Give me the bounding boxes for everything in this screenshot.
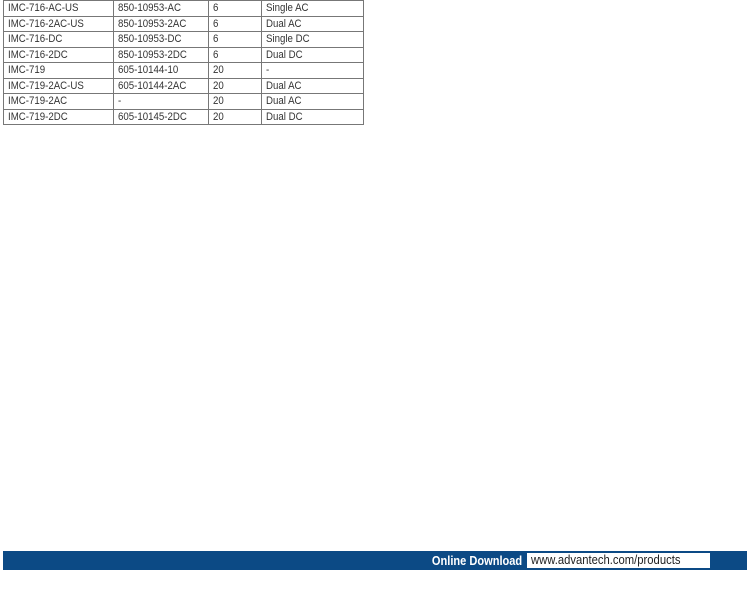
part-number-cell: 850-10953-2AC	[112, 15, 209, 32]
power-cell: Single AC	[261, 0, 364, 17]
online-download-label: Online Download	[431, 553, 522, 568]
cell-text: 20	[212, 79, 224, 92]
download-url-link[interactable]: www.advantech.com/products	[527, 553, 710, 568]
model-cell: IMC-719	[3, 62, 114, 79]
model-cell: IMC-716-AC-US	[3, 0, 114, 17]
ports-cell: 6	[207, 46, 263, 63]
power-cell: Dual AC	[261, 93, 364, 110]
table-row: IMC-716-DC 850-10953-DC 6 Single DC	[3, 31, 364, 48]
power-cell: Single DC	[261, 31, 364, 48]
cell-text: 605-10144-2AC	[117, 79, 187, 92]
model-cell: IMC-716-2AC-US	[3, 15, 114, 32]
ports-cell: 20	[207, 77, 263, 94]
power-cell: Dual AC	[261, 15, 364, 32]
ports-cell: 20	[207, 108, 263, 125]
ports-cell: 20	[207, 93, 263, 110]
cell-text: Dual DC	[266, 48, 303, 61]
cell-text: IMC-719-2AC-US	[8, 79, 84, 92]
cell-text: Single AC	[266, 2, 309, 15]
power-cell: Dual DC	[261, 46, 364, 63]
cell-text: 20	[212, 95, 224, 108]
cell-text: IMC-719-2AC	[8, 95, 68, 108]
online-download-banner: Online Download www.advantech.com/produc…	[3, 551, 747, 570]
cell-text: IMC-716-DC	[8, 33, 63, 46]
cell-text: 850-10953-2AC	[117, 17, 187, 30]
model-cell: IMC-719-2AC	[3, 93, 114, 110]
ports-cell: 20	[207, 62, 263, 79]
part-number-cell: -	[112, 93, 209, 110]
cell-text: IMC-719	[8, 64, 46, 77]
part-number-cell: 605-10144-2AC	[112, 77, 209, 94]
part-number-cell: 605-10144-10	[112, 62, 209, 79]
cell-text: 6	[212, 48, 219, 61]
table-row: IMC-716-AC-US 850-10953-AC 6 Single AC	[3, 0, 364, 17]
model-cell: IMC-716-DC	[3, 31, 114, 48]
ports-cell: 6	[207, 31, 263, 48]
download-url-text[interactable]: www.advantech.com/products	[531, 553, 681, 567]
cell-text: Dual AC	[266, 79, 302, 92]
cell-text: 6	[212, 2, 219, 15]
table-row: IMC-719-2DC 605-10145-2DC 20 Dual DC	[3, 108, 364, 125]
power-cell: Dual AC	[261, 77, 364, 94]
cell-text: 850-10953-DC	[117, 33, 182, 46]
cell-text: -	[117, 95, 122, 108]
part-number-cell: 605-10145-2DC	[112, 108, 209, 125]
cell-text: Dual AC	[266, 17, 302, 30]
cell-text: 20	[212, 64, 224, 77]
cell-text: 6	[212, 33, 219, 46]
table-row: IMC-716-2AC-US 850-10953-2AC 6 Dual AC	[3, 15, 364, 32]
cell-text: 20	[212, 110, 224, 123]
ports-cell: 6	[207, 15, 263, 32]
model-cell: IMC-719-2DC	[3, 108, 114, 125]
cell-text: 605-10145-2DC	[117, 110, 187, 123]
cell-text: IMC-716-2DC	[8, 48, 68, 61]
power-cell: Dual DC	[261, 108, 364, 125]
product-table: IMC-716-AC-US 850-10953-AC 6 Single AC IMC-7…	[3, 0, 364, 125]
cell-text: Single DC	[266, 33, 310, 46]
model-cell: IMC-716-2DC	[3, 46, 114, 63]
cell-text: 850-10953-AC	[117, 2, 181, 15]
cell-text: IMC-716-2AC-US	[8, 17, 84, 30]
cell-text: IMC-716-AC-US	[8, 2, 79, 15]
part-number-cell: 850-10953-DC	[112, 31, 209, 48]
cell-text: IMC-719-2DC	[8, 110, 68, 123]
cell-text: 6	[212, 17, 219, 30]
part-number-cell: 850-10953-2DC	[112, 46, 209, 63]
cell-text: -	[266, 64, 270, 77]
part-number-cell: 850-10953-AC	[112, 0, 209, 17]
cell-text: 850-10953-2DC	[117, 48, 187, 61]
model-cell: IMC-719-2AC-US	[3, 77, 114, 94]
ports-cell: 6	[207, 0, 263, 17]
cell-text: 605-10144-10	[117, 64, 179, 77]
table-row: IMC-719-2AC-US 605-10144-2AC 20 Dual AC	[3, 77, 364, 94]
table-row: IMC-716-2DC 850-10953-2DC 6 Dual DC	[3, 46, 364, 63]
table-row: IMC-719 605-10144-10 20 -	[3, 62, 364, 79]
cell-text: Dual DC	[266, 110, 303, 123]
power-cell: -	[261, 62, 364, 79]
table-row: IMC-719-2AC - 20 Dual AC	[3, 93, 364, 110]
cell-text: Dual AC	[266, 95, 302, 108]
